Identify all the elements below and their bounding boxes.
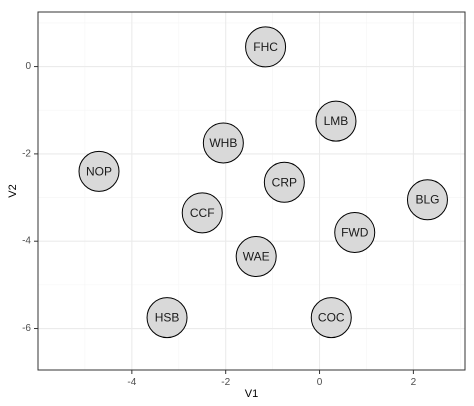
x-axis-ticks: -4 -2 0 2 xyxy=(127,370,417,388)
y-tick-label: -6 xyxy=(22,323,31,334)
point-circle xyxy=(310,297,352,339)
y-tick-label: -4 xyxy=(22,236,31,247)
x-tick-label: 2 xyxy=(411,377,417,388)
panel-border xyxy=(37,11,466,371)
data-point: BLG xyxy=(406,179,448,221)
point-label: CCF xyxy=(190,206,215,220)
data-point: FWD xyxy=(334,211,376,253)
data-point: LMB xyxy=(315,100,357,142)
y-tick-label: 0 xyxy=(25,61,31,72)
y-axis-title: V2 xyxy=(7,184,19,197)
y-tick-label: -2 xyxy=(22,148,31,159)
point-circle xyxy=(202,122,244,164)
data-point: FHC xyxy=(245,26,287,68)
point-label: LMB xyxy=(324,114,349,128)
point-circle xyxy=(78,150,120,192)
data-point: WHB xyxy=(202,122,244,164)
point-label: CRP xyxy=(272,175,297,189)
data-point: COC xyxy=(310,297,352,339)
point-circle xyxy=(315,100,357,142)
point-label: COC xyxy=(318,311,345,325)
point-label: WHB xyxy=(209,136,237,150)
point-label: BLG xyxy=(415,193,439,207)
point-circle xyxy=(181,192,223,234)
point-label: FHC xyxy=(253,40,278,54)
x-tick-label: -2 xyxy=(221,377,230,388)
data-point: CCF xyxy=(181,192,223,234)
data-point: NOP xyxy=(78,150,120,192)
point-circle xyxy=(146,297,188,339)
x-axis-title: V1 xyxy=(245,388,258,400)
point-circle xyxy=(406,179,448,221)
x-tick-label: 0 xyxy=(317,377,323,388)
point-circle xyxy=(245,26,287,68)
point-circle xyxy=(235,235,277,277)
data-point: WAE xyxy=(235,235,277,277)
point-circle xyxy=(334,211,376,253)
point-label: WAE xyxy=(243,249,270,263)
points-layer: FHC LMB WHB NOP CRP BLG CCF FWD WAE HSB COC xyxy=(78,26,448,339)
data-point: HSB xyxy=(146,297,188,339)
grid-minor xyxy=(38,12,465,370)
data-point: CRP xyxy=(263,161,305,203)
point-circle xyxy=(263,161,305,203)
panel-background xyxy=(38,12,465,370)
point-label: FWD xyxy=(341,225,369,239)
x-tick-label: -4 xyxy=(127,377,136,388)
point-label: NOP xyxy=(86,164,112,178)
point-label: HSB xyxy=(155,311,180,325)
y-axis-ticks: 0 -2 -4 -6 xyxy=(22,61,38,334)
